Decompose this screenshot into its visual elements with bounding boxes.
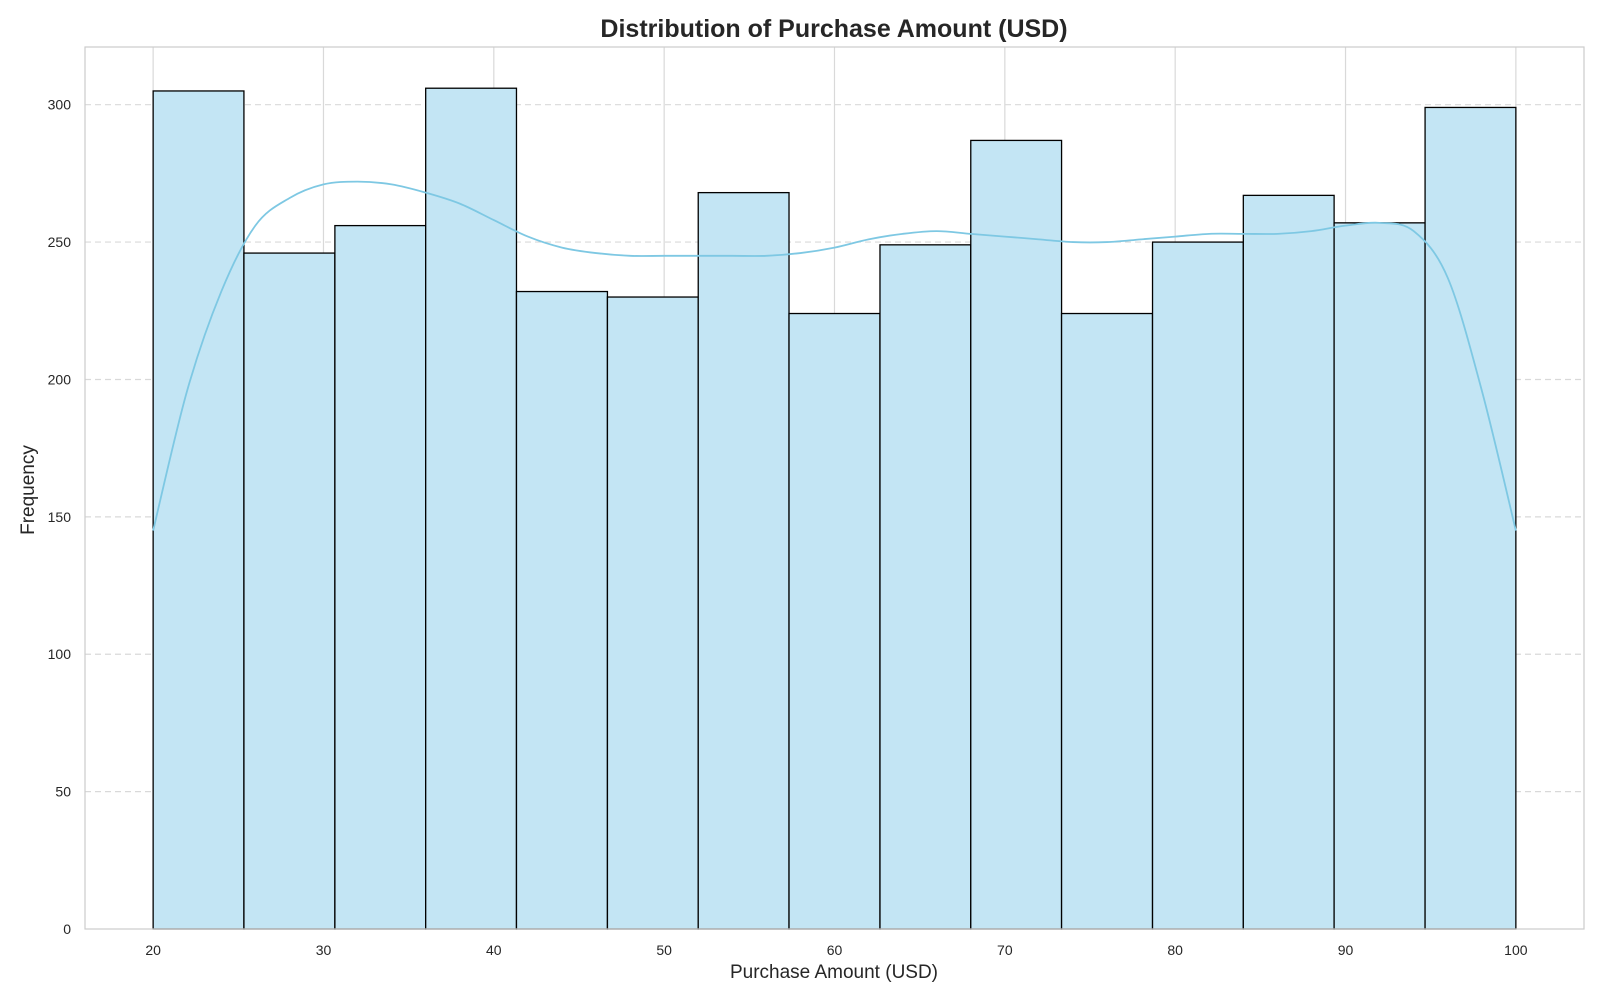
y-axis-label: Frequency [18, 445, 39, 535]
histogram-bar [1424, 106, 1517, 930]
x-tick-label: 70 [997, 942, 1013, 958]
plot-frame [84, 46, 1585, 930]
x-tick-label: 30 [316, 942, 332, 958]
x-tick-label: 100 [1504, 942, 1528, 958]
y-tick-label: 250 [48, 234, 72, 250]
x-tick-label: 50 [656, 942, 672, 958]
histogram-bars [152, 87, 1517, 930]
x-axis-label: Purchase Amount (USD) [730, 962, 938, 983]
x-tick-label: 20 [145, 942, 161, 958]
histogram-bar [788, 312, 881, 930]
y-tick-label: 50 [55, 784, 71, 800]
histogram-bar [606, 296, 699, 930]
x-tick-labels: 20 30 40 50 60 70 80 90 100 [145, 942, 1527, 958]
histogram-bar [1060, 312, 1154, 930]
kde-curve [152, 180, 1517, 531]
histogram-bar [515, 290, 609, 930]
histogram-bar [1242, 194, 1335, 930]
x-tick-label: 40 [486, 942, 502, 958]
x-tick-label: 90 [1338, 942, 1354, 958]
histogram-bar [879, 244, 972, 930]
y-tick-label: 100 [48, 646, 72, 662]
y-tick-label: 300 [48, 97, 72, 113]
chart-title: Distribution of Purchase Amount (USD) [600, 15, 1067, 43]
histogram-bar [425, 87, 518, 930]
histogram-bar [334, 224, 427, 930]
histogram-bar [697, 191, 790, 930]
histogram-bar [152, 90, 245, 930]
histogram-bar [243, 252, 336, 930]
histogram-bar [1151, 241, 1244, 930]
y-tick-label: 150 [48, 509, 72, 525]
y-tick-label: 0 [63, 921, 71, 937]
histogram-bar [970, 139, 1063, 930]
x-tick-label: 60 [827, 942, 843, 958]
y-tick-labels: 0 50 100 150 200 250 300 [48, 97, 72, 937]
x-tick-label: 80 [1167, 942, 1183, 958]
y-tick-label: 200 [48, 371, 72, 387]
histogram-bar [1333, 222, 1426, 930]
